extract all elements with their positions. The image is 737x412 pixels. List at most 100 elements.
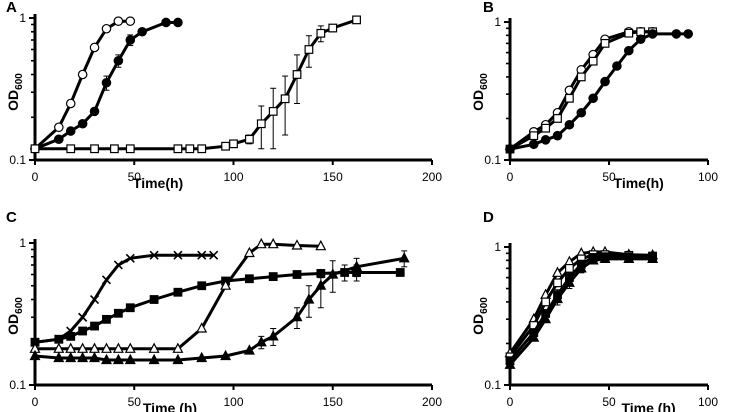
series-open-circle <box>30 16 136 154</box>
data-point <box>316 28 326 38</box>
data-point <box>173 144 183 154</box>
data-point <box>564 93 574 103</box>
data-point <box>172 353 184 365</box>
data-point <box>244 274 254 284</box>
data-point <box>90 144 99 154</box>
series-line <box>34 253 214 344</box>
series-filled-square <box>30 264 405 347</box>
data-point <box>267 237 279 249</box>
panel-b: B 0.1 1 0 50 100 Time(h) OD600 <box>470 0 718 191</box>
data-point <box>89 351 100 363</box>
data-point <box>647 29 658 39</box>
data-point <box>124 353 136 365</box>
data-point <box>54 334 64 344</box>
y-axis-label: OD600 <box>470 297 490 335</box>
y-axis-label: OD600 <box>5 73 25 111</box>
data-point <box>564 263 574 273</box>
data-point <box>53 351 65 363</box>
data-point <box>196 351 208 363</box>
x-tick-label: 50 <box>128 395 142 409</box>
data-point <box>125 303 135 313</box>
panel-label-d: D <box>483 209 494 226</box>
data-point <box>78 312 88 322</box>
data-point <box>78 326 88 336</box>
x-tick-label: 100 <box>223 395 243 409</box>
data-point <box>243 344 255 355</box>
data-point <box>54 134 64 145</box>
data-point <box>54 122 64 133</box>
data-point <box>29 349 41 361</box>
data-point <box>292 270 302 279</box>
data-point <box>552 292 563 304</box>
data-point <box>89 106 100 117</box>
x-tick-label: 0 <box>507 395 514 409</box>
data-point <box>599 252 611 263</box>
y-axis-label: OD600 <box>5 297 25 335</box>
x-tick-label: 150 <box>323 170 343 184</box>
data-point <box>102 314 111 324</box>
y-tick-label: 1 <box>494 15 501 29</box>
data-point <box>197 281 207 291</box>
panel-c: C 0.1 1 0 50 100 150 200 Time (h) OD600 <box>5 209 442 412</box>
data-point <box>255 237 267 249</box>
data-point <box>65 351 77 363</box>
series-cross <box>30 250 219 347</box>
data-point <box>148 353 160 365</box>
data-point <box>209 250 219 260</box>
data-point <box>564 119 575 130</box>
data-point <box>65 126 76 136</box>
x-axis-label: Time (h) <box>621 400 675 412</box>
data-point <box>328 23 338 33</box>
panel-label-a: A <box>6 0 17 16</box>
data-point <box>77 118 88 129</box>
data-point <box>395 268 405 277</box>
data-point <box>624 28 634 38</box>
data-point <box>304 45 314 54</box>
data-point <box>220 279 232 290</box>
data-point <box>398 252 410 263</box>
data-point <box>529 131 539 141</box>
data-point <box>683 29 693 39</box>
x-tick-label: 0 <box>32 395 39 409</box>
x-tick-label: 50 <box>602 170 616 184</box>
data-point <box>124 342 136 353</box>
data-point <box>623 45 634 56</box>
data-point <box>89 42 100 53</box>
data-point <box>563 276 575 287</box>
data-point <box>291 310 303 322</box>
series-open-triangle <box>29 237 327 353</box>
x-axis-label: Time(h) <box>614 175 664 191</box>
panel-label-c: C <box>6 209 17 226</box>
x-tick-label: 100 <box>698 170 718 184</box>
data-point <box>505 144 515 154</box>
data-point <box>280 94 290 104</box>
data-point <box>66 331 76 341</box>
data-point <box>623 252 635 263</box>
data-point <box>196 322 208 333</box>
data-point <box>553 278 562 288</box>
data-point <box>256 119 266 129</box>
y-axis-label: OD600 <box>470 73 490 111</box>
data-point <box>101 275 112 285</box>
y-tick-label: 1 <box>494 240 501 254</box>
data-point <box>327 268 339 279</box>
data-point <box>197 250 207 260</box>
data-point <box>220 349 232 361</box>
data-point <box>636 27 646 37</box>
data-point <box>528 331 540 342</box>
data-point <box>600 76 610 87</box>
data-point <box>575 262 587 273</box>
data-point <box>647 252 659 263</box>
data-point <box>541 123 551 133</box>
y-tick-label: 1 <box>19 11 26 25</box>
series-line <box>508 253 653 358</box>
data-point <box>137 26 147 37</box>
data-point <box>77 69 88 80</box>
panel-label-b: B <box>483 0 494 16</box>
x-tick-label: 100 <box>223 170 243 184</box>
data-point <box>268 106 278 116</box>
x-tick-label: 50 <box>602 395 616 409</box>
data-point <box>588 56 598 66</box>
data-point <box>588 93 598 104</box>
data-point <box>635 34 646 45</box>
